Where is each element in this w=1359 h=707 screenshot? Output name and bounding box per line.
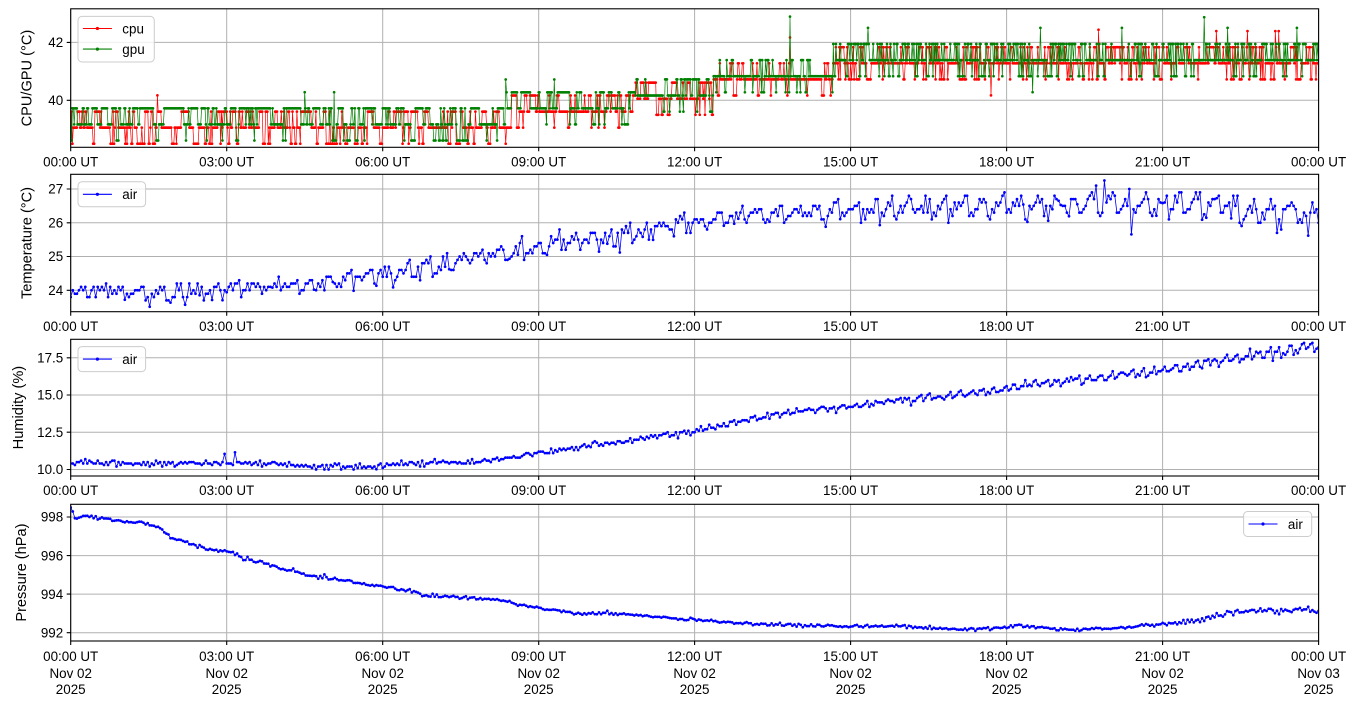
- svg-text:2025: 2025: [524, 682, 554, 697]
- svg-text:2025: 2025: [56, 682, 86, 697]
- svg-text:15:00 UT: 15:00 UT: [823, 649, 878, 664]
- svg-text:00:00 UT: 00:00 UT: [1291, 483, 1346, 498]
- svg-text:2025: 2025: [992, 682, 1022, 697]
- svg-text:12.5: 12.5: [37, 425, 63, 440]
- svg-text:06:00 UT: 06:00 UT: [355, 319, 410, 334]
- svg-text:00:00 UT: 00:00 UT: [43, 319, 98, 334]
- svg-text:21:00 UT: 21:00 UT: [1135, 649, 1190, 664]
- svg-text:40: 40: [48, 93, 63, 108]
- svg-text:Nov 02: Nov 02: [673, 666, 715, 681]
- svg-text:15:00 UT: 15:00 UT: [823, 155, 878, 170]
- svg-text:air: air: [1288, 517, 1303, 532]
- svg-text:21:00 UT: 21:00 UT: [1135, 483, 1190, 498]
- svg-text:18:00 UT: 18:00 UT: [979, 649, 1034, 664]
- svg-text:03:00 UT: 03:00 UT: [199, 155, 254, 170]
- svg-text:12:00 UT: 12:00 UT: [667, 649, 722, 664]
- svg-text:Nov 02: Nov 02: [985, 666, 1027, 681]
- svg-text:03:00 UT: 03:00 UT: [199, 319, 254, 334]
- svg-text:2025: 2025: [368, 682, 398, 697]
- svg-text:Nov 03: Nov 03: [1297, 666, 1339, 681]
- svg-text:CPU/GPU (°C): CPU/GPU (°C): [19, 30, 35, 127]
- svg-text:992: 992: [41, 625, 63, 640]
- svg-text:42: 42: [48, 35, 63, 50]
- svg-text:09:00 UT: 09:00 UT: [511, 319, 566, 334]
- svg-text:10.0: 10.0: [37, 462, 63, 477]
- svg-text:26: 26: [48, 216, 63, 231]
- svg-text:cpu: cpu: [122, 21, 144, 36]
- svg-text:gpu: gpu: [122, 42, 144, 57]
- svg-text:2025: 2025: [1148, 682, 1178, 697]
- svg-text:air: air: [122, 187, 137, 202]
- svg-text:00:00 UT: 00:00 UT: [1291, 319, 1346, 334]
- svg-text:15:00 UT: 15:00 UT: [823, 319, 878, 334]
- svg-text:09:00 UT: 09:00 UT: [511, 483, 566, 498]
- svg-text:Nov 02: Nov 02: [205, 666, 247, 681]
- svg-text:Pressure (hPa): Pressure (hPa): [14, 524, 30, 622]
- svg-text:03:00 UT: 03:00 UT: [199, 649, 254, 664]
- svg-text:996: 996: [41, 548, 63, 563]
- svg-text:27: 27: [48, 182, 63, 197]
- svg-text:Humidity (%): Humidity (%): [11, 366, 27, 450]
- svg-text:21:00 UT: 21:00 UT: [1135, 155, 1190, 170]
- svg-text:12:00 UT: 12:00 UT: [667, 155, 722, 170]
- svg-text:Nov 02: Nov 02: [1141, 666, 1183, 681]
- svg-text:06:00 UT: 06:00 UT: [355, 649, 410, 664]
- svg-text:2025: 2025: [1304, 682, 1334, 697]
- svg-text:18:00 UT: 18:00 UT: [979, 155, 1034, 170]
- svg-text:24: 24: [48, 283, 63, 298]
- svg-text:Nov 02: Nov 02: [361, 666, 403, 681]
- svg-text:15.0: 15.0: [37, 388, 63, 403]
- svg-text:994: 994: [41, 587, 64, 602]
- svg-text:2025: 2025: [212, 682, 242, 697]
- svg-text:18:00 UT: 18:00 UT: [979, 483, 1034, 498]
- svg-text:12:00 UT: 12:00 UT: [667, 483, 722, 498]
- svg-text:00:00 UT: 00:00 UT: [43, 483, 98, 498]
- svg-text:09:00 UT: 09:00 UT: [511, 649, 566, 664]
- svg-text:998: 998: [41, 510, 63, 525]
- svg-text:air: air: [122, 352, 137, 367]
- svg-text:00:00 UT: 00:00 UT: [1291, 155, 1346, 170]
- svg-text:06:00 UT: 06:00 UT: [355, 155, 410, 170]
- svg-text:12:00 UT: 12:00 UT: [667, 319, 722, 334]
- svg-text:Nov 02: Nov 02: [517, 666, 559, 681]
- svg-text:25: 25: [48, 249, 63, 264]
- svg-text:09:00 UT: 09:00 UT: [511, 155, 566, 170]
- svg-text:03:00 UT: 03:00 UT: [199, 483, 254, 498]
- svg-text:18:00 UT: 18:00 UT: [979, 319, 1034, 334]
- svg-text:21:00 UT: 21:00 UT: [1135, 319, 1190, 334]
- svg-text:2025: 2025: [680, 682, 710, 697]
- svg-text:17.5: 17.5: [37, 350, 63, 365]
- svg-text:00:00 UT: 00:00 UT: [1291, 649, 1346, 664]
- svg-text:Nov 02: Nov 02: [49, 666, 91, 681]
- svg-text:2025: 2025: [836, 682, 866, 697]
- svg-text:00:00 UT: 00:00 UT: [43, 155, 98, 170]
- svg-text:00:00 UT: 00:00 UT: [43, 649, 98, 664]
- svg-text:15:00 UT: 15:00 UT: [823, 483, 878, 498]
- svg-text:Temperature (°C): Temperature (°C): [19, 187, 35, 299]
- svg-text:Nov 02: Nov 02: [829, 666, 871, 681]
- svg-text:06:00 UT: 06:00 UT: [355, 483, 410, 498]
